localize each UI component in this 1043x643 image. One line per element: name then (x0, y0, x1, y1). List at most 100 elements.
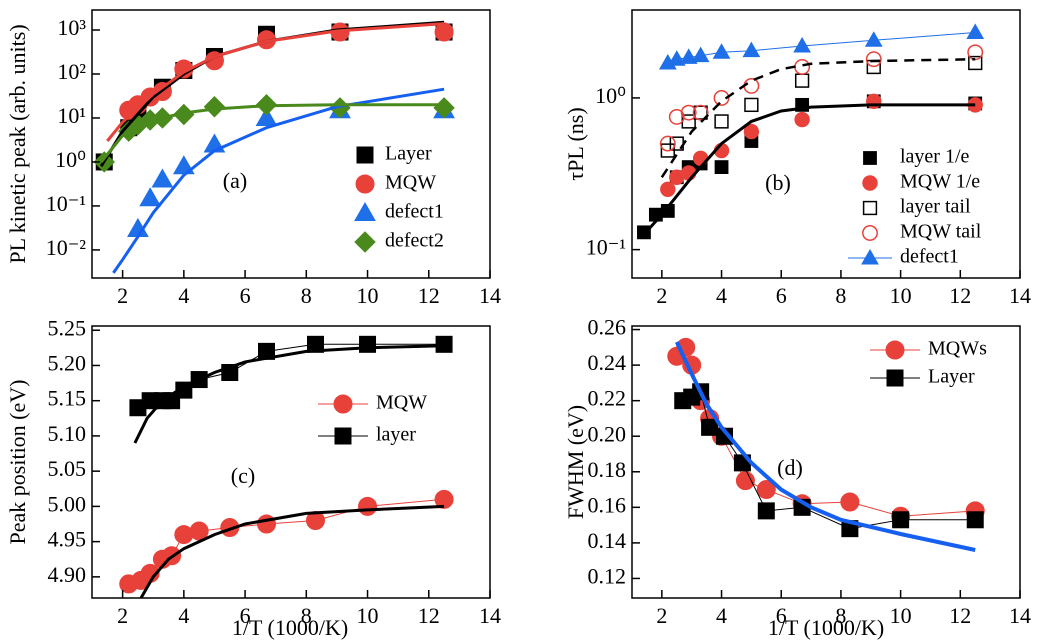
marker-triangle (679, 48, 698, 64)
marker-square (714, 160, 729, 174)
marker-circle (660, 181, 676, 197)
y-tick-label: 4.95 (48, 527, 87, 552)
x-tick-label: 8 (835, 283, 846, 308)
marker-triangle (151, 168, 174, 188)
marker-square (886, 369, 904, 387)
fit-line (133, 344, 445, 444)
marker-triangle (667, 50, 686, 66)
y-tick-label: 10² (57, 59, 86, 84)
x-tick-label: 4 (716, 283, 727, 308)
x-tick-label: 10 (890, 283, 912, 308)
x-tick-label: 2 (117, 283, 128, 308)
plot-area (667, 337, 985, 552)
legend-label: MQW (385, 172, 436, 194)
y-tick-label: 0.16 (588, 492, 627, 517)
x-tick-label: 14 (1009, 603, 1031, 628)
marker-circle (358, 496, 378, 516)
y-tick-label: 5.00 (48, 491, 87, 516)
series-line (128, 498, 445, 585)
marker-circle (885, 340, 905, 360)
fit-line (106, 22, 445, 142)
x-tick-label: 6 (240, 603, 251, 628)
plot-frame (91, 9, 491, 279)
x-tick-label: 8 (301, 283, 312, 308)
marker-triangle (742, 41, 761, 58)
annotation: (a) (223, 168, 247, 193)
x-tick-label: 10 (357, 283, 379, 308)
marker-square (757, 502, 775, 520)
marker-circle (794, 59, 811, 75)
x-tick-label: 4 (716, 603, 727, 628)
marker-circle (713, 89, 730, 106)
marker-square (435, 335, 453, 353)
legend-label: defect1 (385, 201, 444, 223)
marker-triangle (793, 36, 811, 53)
marker-square (966, 511, 984, 529)
plot-frame (631, 9, 1021, 279)
marker-square (714, 114, 729, 129)
y-axis-label: PL kinetic peak (arb. units) (5, 24, 30, 263)
x-tick-label: 4 (178, 283, 189, 308)
marker-square (660, 204, 675, 218)
x-tick-label: 14 (479, 603, 501, 628)
x-axis-label: 1/T (1000/K) (768, 615, 884, 640)
x-tick-label: 14 (479, 283, 501, 308)
marker-square (968, 55, 983, 71)
plot-frame (631, 325, 1021, 599)
legend-label: MQW tail (900, 221, 982, 243)
x-tick-label: 6 (776, 603, 787, 628)
marker-triangle (255, 106, 278, 126)
plot-area (119, 335, 454, 598)
y-axis-label: FWHM (eV) (563, 405, 588, 519)
x-axis-label: 1/T (1000/K) (232, 615, 348, 640)
x-tick-label: 10 (890, 603, 912, 628)
marker-diamond (203, 96, 226, 118)
legend-label: Layer (928, 366, 975, 388)
y-tick-label: 5.25 (48, 315, 87, 340)
legend-label: defect1 (900, 246, 959, 268)
marker-circle (862, 225, 878, 241)
marker-circle (434, 489, 454, 509)
marker-square (862, 200, 878, 216)
marker-triangle (712, 43, 731, 59)
y-tick-label: 10⁻¹ (46, 191, 86, 216)
marker-triangle (139, 187, 162, 207)
x-tick-label: 8 (301, 603, 312, 628)
y-tick-label: 0.12 (588, 563, 627, 588)
y-tick-label: 10⁻² (46, 235, 87, 260)
y-tick-label: 10³ (57, 15, 86, 40)
marker-square (892, 511, 910, 529)
x-tick-label: 10 (357, 603, 379, 628)
marker-circle (794, 111, 810, 128)
legend-label: Layer (385, 143, 432, 165)
marker-square (334, 427, 352, 445)
x-tick-label: 14 (1009, 283, 1031, 308)
marker-triangle (966, 23, 985, 40)
x-tick-label: 2 (656, 283, 667, 308)
marker-circle (680, 104, 697, 121)
x-tick-label: 2 (656, 603, 667, 628)
y-tick-label: 0.18 (588, 457, 627, 482)
marker-triangle (861, 248, 879, 265)
annotation: (b) (765, 170, 791, 195)
marker-triangle (354, 201, 376, 221)
x-tick-label: 12 (418, 603, 440, 628)
annotation: (d) (777, 455, 803, 480)
x-tick-label: 8 (835, 603, 846, 628)
marker-square (693, 105, 708, 120)
y-tick-label: 5.10 (48, 421, 87, 446)
x-tick-label: 2 (117, 603, 128, 628)
series-line (682, 391, 976, 530)
legend-label: layer (376, 424, 416, 446)
marker-circle (967, 44, 984, 61)
x-tick-label: 12 (949, 603, 971, 628)
plot-area (637, 23, 985, 240)
marker-square (744, 97, 759, 113)
legend-label: layer tail (900, 196, 971, 218)
marker-circle (333, 394, 353, 414)
legend-label: MQW (376, 392, 427, 414)
marker-circle (862, 175, 878, 191)
y-tick-label: 10⁻¹ (586, 235, 626, 260)
fit-line (674, 341, 976, 552)
